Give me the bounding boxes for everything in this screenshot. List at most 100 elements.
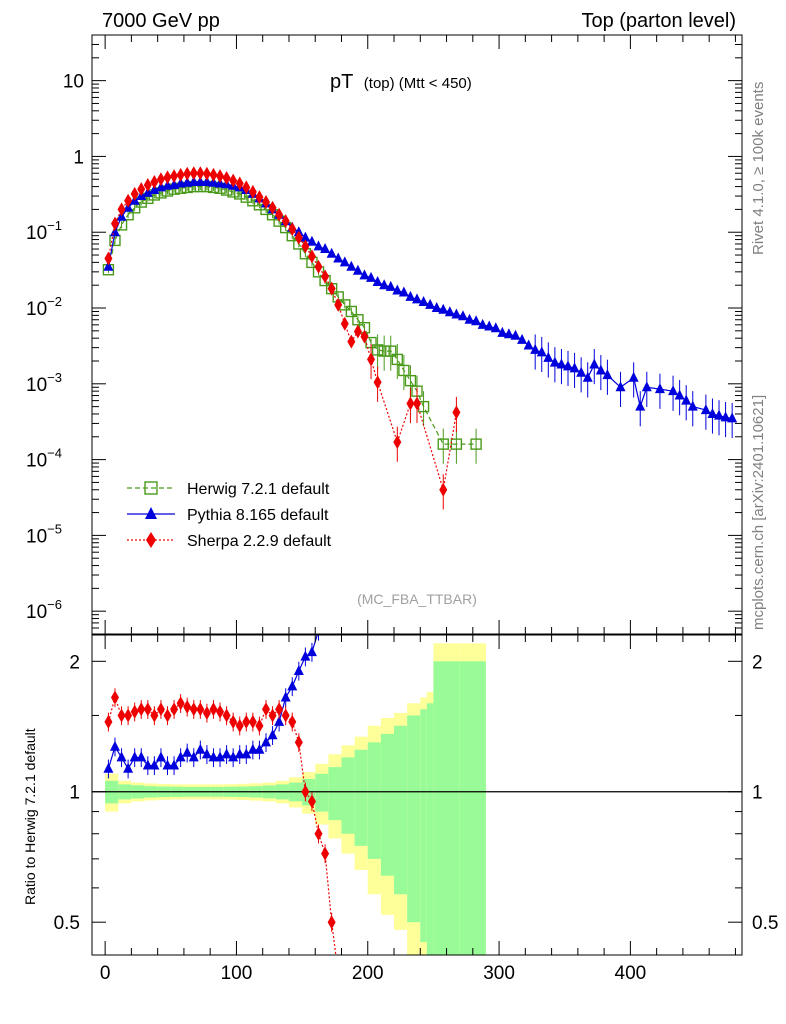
data-point [216,704,225,719]
data-point [457,310,468,321]
inner-uncertainty-band [367,742,381,859]
data-point [156,172,165,187]
data-point [103,762,114,773]
data-point [255,190,264,205]
y-tick-label: 10−6 [26,597,62,623]
data-point [137,702,146,717]
data-point [490,322,501,333]
data-point [202,705,211,720]
data-point [208,751,219,762]
data-point [700,404,711,415]
data-point [247,743,258,754]
data-point [681,394,692,405]
data-point [268,708,277,723]
data-point [371,344,384,356]
y-tick-label: 10 [63,72,84,93]
data-point [306,235,317,246]
data-point [176,696,185,711]
data-point [137,182,146,197]
data-point [143,702,152,717]
data-point [687,400,698,411]
inner-uncertainty-band [380,733,395,876]
y-tick-label: 10−3 [26,370,62,396]
data-point [189,702,198,717]
ratio-y-tick-label: 0.5 [54,913,80,934]
data-point [321,846,330,861]
data-point [439,482,448,497]
data-point [727,412,738,423]
data-point [188,751,199,762]
data-point [261,702,270,717]
data-point [345,305,358,318]
data-point [145,507,157,519]
data-point [301,784,310,799]
data-point [117,708,126,723]
data-point [334,967,342,981]
data-point [142,759,153,770]
data-point [216,169,225,184]
header-right: Top (parton level) [581,10,736,32]
data-point [549,356,560,367]
inner-uncertainty-band [420,709,427,943]
x-tick-label: 300 [483,963,515,984]
y-tick-label: 10−2 [26,294,62,320]
data-point [260,736,271,747]
data-point [104,714,113,729]
data-point [124,708,133,723]
data-point [437,438,449,450]
data-point [602,369,613,380]
data-point [720,411,731,422]
data-point [450,438,463,450]
plot-title-main: pT [330,71,353,93]
data-point [569,362,580,373]
inner-uncertainty-band [354,749,368,846]
x-tick-label: 400 [615,963,647,984]
data-point [150,174,159,189]
data-point [301,239,310,254]
data-point [222,708,231,723]
data-point [300,650,311,661]
data-point [175,751,186,762]
legend-entry: Herwig 7.2.1 default [127,481,330,498]
ratio-y-tick-label: 1 [69,783,80,804]
x-tick-label: 200 [352,963,384,984]
data-point [425,298,436,309]
data-point [340,316,349,331]
inner-uncertainty-band [328,767,342,821]
data-point [484,320,495,331]
plot-title-rest: (top) (Mtt < 450) [364,75,472,92]
data-point [116,751,127,762]
ratio-y-tick-label-right: 1 [752,783,763,804]
data-point [412,293,422,304]
inner-uncertainty-band [426,703,434,955]
inner-uncertainty-band [315,773,329,812]
data-point [294,735,303,750]
data-point [307,794,316,809]
data-point [201,175,212,186]
data-point [452,405,461,420]
data-point [189,166,198,181]
data-point [314,826,323,841]
data-point [320,243,331,254]
rivet-label: Rivet 4.1.0, ≥ 100k events [750,82,767,255]
data-point [406,396,415,411]
data-point [267,729,278,740]
legend: Herwig 7.2.1 default Pythia 8.165 default… [127,481,332,550]
data-point [248,714,257,729]
y-tick-exponent: −1 [47,218,62,233]
legend-entry: Pythia 8.165 default [127,507,329,524]
data-point [130,186,139,201]
data-point [654,383,665,394]
data-point [635,400,646,411]
data-point [563,360,574,371]
data-point [373,375,382,390]
watermark: (MC_FBA_TTBAR) [357,591,477,607]
y-tick-exponent: −5 [47,521,62,536]
data-point [268,200,277,215]
plot-title: pT (top) (Mtt < 450) [330,71,472,93]
data-point [536,346,547,357]
data-point [129,751,140,762]
data-point [261,195,270,210]
data-point [334,297,343,312]
x-tick-label: 0 [100,963,111,984]
